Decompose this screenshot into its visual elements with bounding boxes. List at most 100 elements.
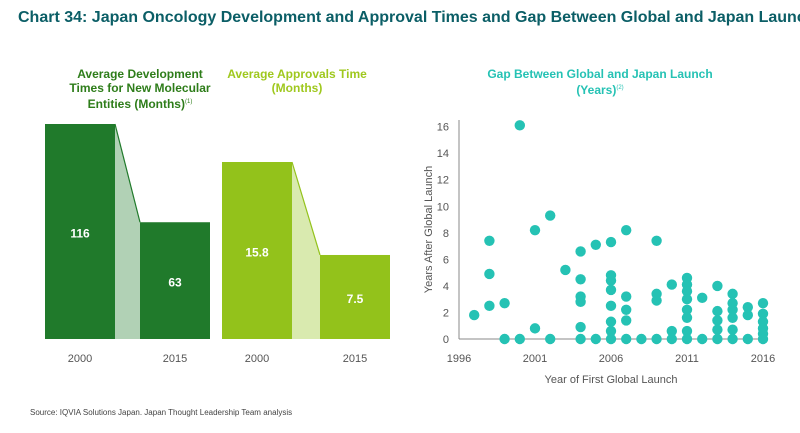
source-note: Source: IQVIA Solutions Japan. Japan Tho… xyxy=(30,408,293,417)
approval-category-label: 2000 xyxy=(245,353,269,365)
scatter-point xyxy=(529,323,541,334)
dev-connector xyxy=(115,124,140,339)
scatter-point xyxy=(757,297,769,309)
y-tick-label: 10 xyxy=(437,201,449,213)
x-tick-label: 2006 xyxy=(599,353,623,365)
scatter-point xyxy=(681,325,693,337)
y-tick-label: 8 xyxy=(443,228,449,240)
gap-title-footnote: (2) xyxy=(616,85,624,91)
scatter-point xyxy=(727,312,738,323)
scatter-point xyxy=(681,312,693,323)
scatter-point xyxy=(727,304,738,315)
scatter-point xyxy=(697,292,708,304)
gap-title-line-1: Gap Between Global and Japan Launch xyxy=(487,67,713,81)
scatter-point xyxy=(651,333,662,345)
scatter-point xyxy=(621,315,632,326)
dev-connector-line xyxy=(114,123,141,223)
dev-value-label: 63 xyxy=(168,276,182,290)
dev-title-line-3: Entities (Months) xyxy=(87,97,185,111)
scatter-point xyxy=(681,286,693,297)
dev-category-label: 2015 xyxy=(163,353,187,365)
scatter-point xyxy=(499,297,510,309)
y-tick-label: 0 xyxy=(443,334,449,346)
scatter-point xyxy=(605,275,617,286)
scatter-point xyxy=(560,264,571,276)
scatter-point xyxy=(499,333,510,345)
scatter-point xyxy=(529,224,541,236)
scatter-point xyxy=(514,333,525,345)
scatter-point xyxy=(514,120,525,131)
scatter-point xyxy=(712,333,723,345)
scatter-point xyxy=(605,284,617,296)
scatter-point xyxy=(757,308,769,319)
scatter-point xyxy=(666,279,677,290)
scatter-point xyxy=(651,235,662,246)
approval-connector xyxy=(292,162,320,339)
scatter-point xyxy=(484,268,495,280)
gap-title-line-2: (Years) xyxy=(576,83,617,97)
scatter-point xyxy=(697,333,708,345)
y-tick-label: 2 xyxy=(443,307,449,319)
scatter-point xyxy=(605,300,617,312)
scatter-point xyxy=(712,324,723,335)
scatter-point xyxy=(712,305,723,317)
scatter-point xyxy=(605,333,617,345)
x-axis-label: Year of First Global Launch xyxy=(545,374,678,386)
scatter-point xyxy=(742,309,753,321)
approval-time-panel-title: Average Approvals Time (Months) xyxy=(222,67,372,95)
approval-connector-line xyxy=(291,161,321,256)
dev-title-line-2: Times for New Molecular xyxy=(69,81,211,95)
dev-time-panel-title: Average Development Times for New Molecu… xyxy=(50,67,230,111)
x-tick-label: 2016 xyxy=(751,353,775,365)
chart-title: Chart 34: Japan Oncology Development and… xyxy=(18,9,800,26)
gap-panel-title: Gap Between Global and Japan Launch (Yea… xyxy=(480,67,720,97)
x-tick-label: 1996 xyxy=(447,353,471,365)
y-tick-label: 4 xyxy=(443,281,449,293)
approval-bar-2015 xyxy=(320,254,390,339)
scatter-point xyxy=(621,224,632,236)
scatter-point xyxy=(727,288,738,300)
scatter-point xyxy=(651,295,662,306)
scatter-point xyxy=(666,333,677,345)
approval-value-label: 7.5 xyxy=(347,292,364,306)
scatter-point xyxy=(681,304,693,315)
scatter-point xyxy=(681,333,693,345)
scatter-point xyxy=(757,333,769,345)
y-tick-label: 12 xyxy=(437,175,449,187)
approval-value-label: 15.8 xyxy=(245,246,269,260)
scatter-point xyxy=(590,239,601,250)
scatter-point xyxy=(605,316,617,327)
scatter-point xyxy=(621,304,632,315)
scatter-point xyxy=(469,309,480,321)
dev-title-footnote: (1) xyxy=(184,99,193,105)
scatter-point xyxy=(575,246,586,257)
y-tick-label: 14 xyxy=(437,148,449,160)
scatter-point xyxy=(484,300,495,312)
scatter-point xyxy=(545,333,556,345)
y-tick-label: 16 xyxy=(437,122,449,134)
scatter-point xyxy=(575,333,586,345)
scatter-point xyxy=(712,315,723,326)
scatter-point xyxy=(575,274,586,285)
scatter-point xyxy=(484,235,495,246)
dev-bar-2015 xyxy=(140,222,210,339)
y-axis-label: Years After Global Launch xyxy=(423,166,435,293)
scatter-point xyxy=(605,325,617,337)
scatter-point xyxy=(742,333,753,345)
approval-bar-2000 xyxy=(222,162,292,339)
x-tick-label: 2001 xyxy=(523,353,547,365)
scatter-point xyxy=(575,321,586,333)
scatter-point xyxy=(727,333,738,345)
dev-bar-2000 xyxy=(45,124,115,339)
scatter-point xyxy=(727,324,738,335)
scatter-point xyxy=(545,210,556,221)
approval-title-line-1: Average Approvals Time xyxy=(227,67,367,81)
scatter-point xyxy=(575,296,586,308)
scatter-point xyxy=(621,333,632,345)
dev-value-label: 116 xyxy=(70,227,90,241)
approval-category-label: 2015 xyxy=(343,353,367,365)
scatter-point xyxy=(621,291,632,302)
scatter-point xyxy=(742,301,753,313)
dev-category-label: 2000 xyxy=(68,353,92,365)
